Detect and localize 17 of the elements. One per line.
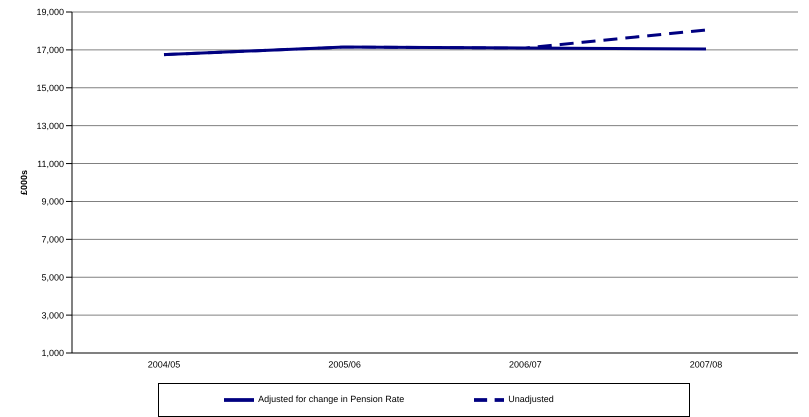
y-axis-title: £000s [19,170,30,196]
y-tick-label: 11,000 [37,158,64,169]
y-tick-label: 7,000 [41,234,64,245]
x-tick-label: 2005/06 [328,359,361,370]
legend-label: Unadjusted [508,394,554,404]
x-tick-label: 2004/05 [148,359,180,370]
y-tick-label: 15,000 [36,82,64,93]
y-tick-label: 5,000 [41,272,64,282]
y-tick-label: 13,000 [36,120,64,131]
y-tick-label: 1,000 [41,348,64,358]
x-tick-label: 2007/08 [690,359,722,370]
y-tick-label: 9,000 [41,196,64,207]
y-tick-label: 19,000 [36,7,64,18]
x-tick-label: 2006/07 [509,359,542,370]
y-tick-label: 17,000 [36,45,64,56]
legend-label: Adjusted for change in Pension Rate [258,394,404,404]
y-tick-label: 3,000 [41,310,64,320]
